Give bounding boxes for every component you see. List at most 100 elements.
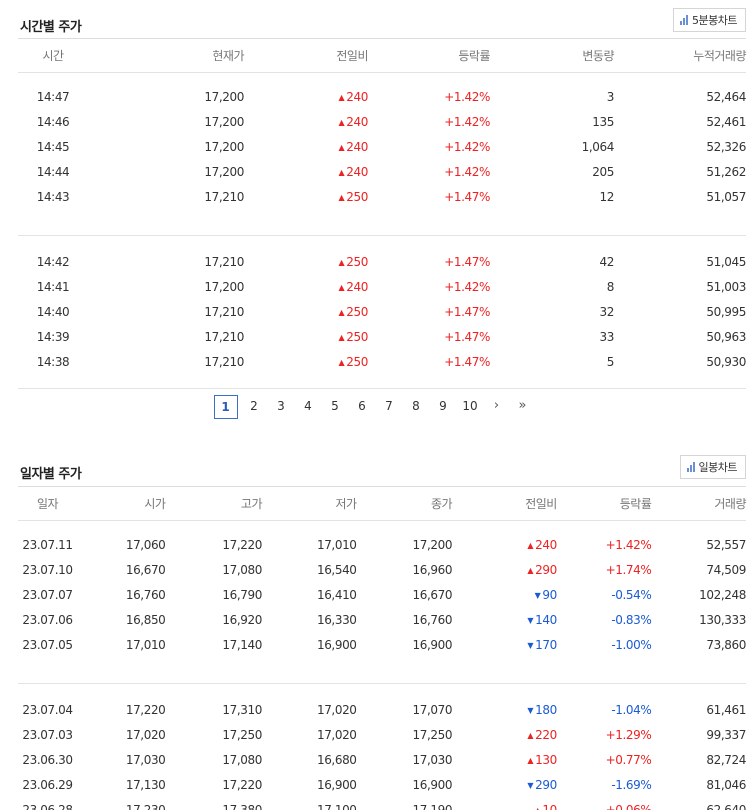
date-cell: 23.07.11	[22, 538, 73, 552]
change-value: 170	[535, 638, 557, 652]
double-chevron-right-icon[interactable]: »	[518, 398, 527, 413]
accumulated-volume-cell: 51,045	[706, 255, 746, 269]
triangle-up-icon: ▲	[527, 566, 534, 575]
close-cell: 16,960	[412, 563, 453, 577]
triangle-down-icon: ▼	[534, 591, 541, 600]
change-cell: ▼ 170	[452, 633, 557, 658]
price-cell: 17,210	[204, 305, 244, 319]
change-volume-cell: 8	[606, 280, 615, 294]
accumulated-volume-cell: 52,326	[706, 140, 746, 154]
change-volume-cell: 42	[599, 255, 615, 269]
daily-table-header-row: 일자 시가 고가 저가 종가 전일비 등락률 거래량	[18, 486, 746, 521]
page-5-link[interactable]: 5	[331, 399, 339, 413]
table-row: 14:45 17,200 ▲ 240 +1.42% 1,064 52,326	[18, 135, 747, 160]
page-2-link[interactable]: 2	[250, 399, 258, 413]
change-value: 220	[535, 728, 557, 742]
page-4-link[interactable]: 4	[304, 399, 312, 413]
high-cell: 17,250	[222, 728, 262, 742]
triangle-up-icon: ▲	[338, 143, 345, 152]
rate-cell: +1.47%	[444, 255, 490, 269]
high-cell: 17,310	[222, 703, 262, 717]
page-10-link[interactable]: 10	[462, 399, 478, 413]
volume-cell: 102,248	[699, 588, 746, 602]
table-row: 14:43 17,210 ▲ 250 +1.47% 12 51,057	[18, 185, 747, 210]
low-cell: 16,900	[316, 778, 357, 792]
triangle-up-icon: ▲	[527, 756, 534, 765]
high-cell: 17,080	[222, 563, 262, 577]
high-cell: 16,790	[222, 588, 262, 602]
daily-chart-button[interactable]: 일봉차트	[679, 455, 746, 479]
time-cell: 14:47	[36, 90, 70, 104]
volume-cell: 74,509	[706, 563, 746, 577]
change-value: 290	[535, 778, 557, 792]
page-7-link[interactable]: 7	[385, 399, 393, 413]
change-value: 10	[542, 803, 557, 810]
table-row: 14:39 17,210 ▲ 250 +1.47% 33 50,963	[18, 325, 747, 350]
high-cell: 17,220	[222, 778, 262, 792]
column-header-change-volume: 변동량	[582, 49, 614, 63]
time-cell: 14:45	[36, 140, 70, 154]
daily-chart-label: 일봉차트	[698, 461, 738, 474]
open-cell: 17,060	[125, 538, 166, 552]
accumulated-volume-cell: 51,003	[706, 280, 746, 294]
accumulated-volume-cell: 52,464	[706, 90, 746, 104]
change-cell: ▲ 240	[244, 275, 369, 300]
change-cell: ▲ 250	[244, 350, 369, 375]
table-row: 14:46 17,200 ▲ 240 +1.42% 135 52,461	[18, 110, 747, 135]
bar-chart-icon	[686, 462, 695, 472]
column-header-rate: 등락률	[458, 49, 490, 63]
close-cell: 17,200	[412, 538, 453, 552]
open-cell: 17,020	[125, 728, 166, 742]
triangle-up-icon: ▲	[535, 806, 541, 810]
chevron-right-icon[interactable]: ›	[493, 398, 500, 413]
change-cell: ▲ 240	[244, 160, 369, 185]
change-value: 250	[346, 255, 368, 269]
table-row: 23.06.29 17,130 17,220 16,900 16,900 ▼ 290 -1.6…	[18, 773, 746, 798]
table-row: 23.07.05 17,010 17,140 16,900 16,900 ▼ 170 -1.0…	[18, 633, 746, 658]
accumulated-volume-cell: 50,995	[706, 305, 746, 319]
high-cell: 16,920	[222, 613, 262, 627]
high-cell: 17,220	[222, 538, 262, 552]
change-value: 240	[346, 165, 368, 179]
table-row: 23.07.06 16,850 16,920 16,330 16,760 ▼ 140 -0.8…	[18, 608, 746, 633]
page-8-link[interactable]: 8	[412, 399, 420, 413]
column-header-close: 종가	[431, 497, 453, 511]
close-cell: 16,900	[412, 778, 453, 792]
price-cell: 17,200	[204, 140, 244, 154]
change-volume-cell: 1,064	[581, 140, 615, 154]
change-cell: ▲ 240	[244, 135, 369, 160]
five-minute-chart-button[interactable]: 5분봉차트	[673, 8, 746, 32]
low-cell: 16,330	[316, 613, 357, 627]
accumulated-volume-cell: 52,461	[706, 115, 746, 129]
page-6-link[interactable]: 6	[358, 399, 366, 413]
rate-cell: +1.42%	[444, 90, 490, 104]
triangle-up-icon: ▲	[338, 258, 345, 267]
rate-cell: +1.42%	[444, 165, 490, 179]
column-header-rate: 등락률	[619, 497, 652, 511]
change-volume-cell: 5	[606, 355, 615, 369]
accumulated-volume-cell: 51,057	[706, 190, 746, 204]
volume-cell: 130,333	[699, 613, 746, 627]
change-volume-cell: 205	[592, 165, 614, 179]
date-cell: 23.07.05	[22, 638, 73, 652]
column-header-time: 시간	[42, 49, 64, 63]
page-1-link[interactable]: 1	[213, 395, 238, 419]
change-value: 240	[346, 280, 368, 294]
rate-cell: +1.74%	[605, 563, 652, 577]
rate-cell: +1.42%	[444, 280, 490, 294]
price-cell: 17,200	[204, 90, 244, 104]
open-cell: 16,760	[125, 588, 166, 602]
page-3-link[interactable]: 3	[277, 399, 285, 413]
volume-cell: 62,640	[706, 803, 746, 810]
column-header-volume: 거래량	[714, 497, 746, 511]
open-cell: 17,230	[125, 803, 166, 810]
rate-cell: +0.06%	[605, 803, 652, 810]
time-cell: 14:38	[36, 355, 70, 369]
table-row: 23.06.2817,23017,38017,10017,190▲10+0.06…	[18, 798, 746, 810]
column-header-high: 고가	[240, 497, 263, 511]
date-cell: 23.06.29	[22, 778, 73, 792]
high-cell: 17,080	[222, 753, 262, 767]
table-row: 14:38 17,210 ▲ 250 +1.47% 5 50,930	[18, 350, 747, 375]
page-9-link[interactable]: 9	[439, 399, 447, 413]
table-row: 23.07.07 16,760 16,790 16,410 16,670 ▼ 90 -0.54…	[18, 583, 746, 608]
